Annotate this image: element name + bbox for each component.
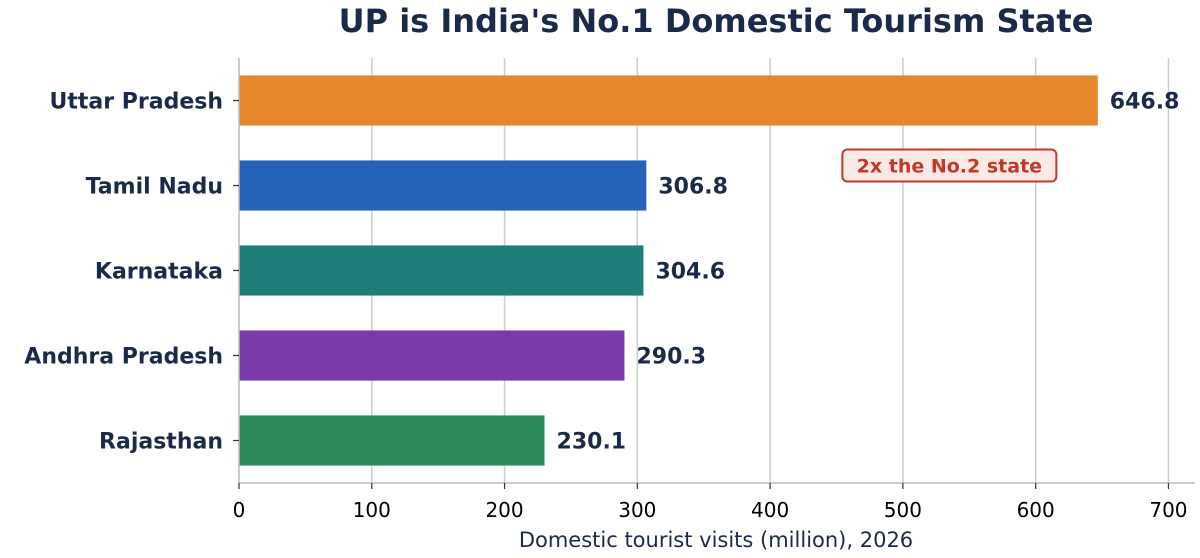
x-tick-label-6: 600 xyxy=(1017,498,1055,522)
value-label-3: 290.3 xyxy=(636,345,706,370)
x-axis-title: Domestic tourist visits (million), 2026 xyxy=(519,528,913,552)
category-label-1: Tamil Nadu xyxy=(86,175,223,200)
x-tick-label-2: 200 xyxy=(485,498,523,522)
x-tick-label-5: 500 xyxy=(884,498,922,522)
category-label-0: Uttar Pradesh xyxy=(50,90,224,115)
annotation: 2x the No.2 state xyxy=(841,148,1058,183)
annotation-text: 2x the No.2 state xyxy=(857,156,1042,178)
value-label-1: 306.8 xyxy=(658,175,728,200)
value-label-4: 230.1 xyxy=(557,430,627,455)
x-tick-label-3: 300 xyxy=(618,498,656,522)
category-label-3: Andhra Pradesh xyxy=(24,345,223,370)
bar-3 xyxy=(239,330,625,381)
axes: 0 100 200 300 400 500 600 700 Uttar Pradesh Tamil… xyxy=(24,58,1195,522)
chart-title: UP is India's No.1 Domestic Tourism Stat… xyxy=(339,2,1094,40)
bars: 646.8 306.8 304.6 290.3 230.1 xyxy=(239,75,1180,466)
value-label-0: 646.8 xyxy=(1110,90,1180,115)
bar-4 xyxy=(239,415,545,466)
annotation-box xyxy=(841,148,1058,183)
value-label-2: 304.6 xyxy=(655,260,725,285)
x-tick-label-0: 0 xyxy=(233,498,246,522)
x-tick-label-4: 400 xyxy=(751,498,789,522)
category-label-4: Rajasthan xyxy=(99,430,223,455)
x-tick-label-7: 700 xyxy=(1149,498,1187,522)
bar-2 xyxy=(239,245,644,296)
bar-1 xyxy=(239,160,647,211)
category-label-2: Karnataka xyxy=(95,260,223,285)
bar-0 xyxy=(239,75,1098,126)
x-tick-label-1: 100 xyxy=(353,498,391,522)
